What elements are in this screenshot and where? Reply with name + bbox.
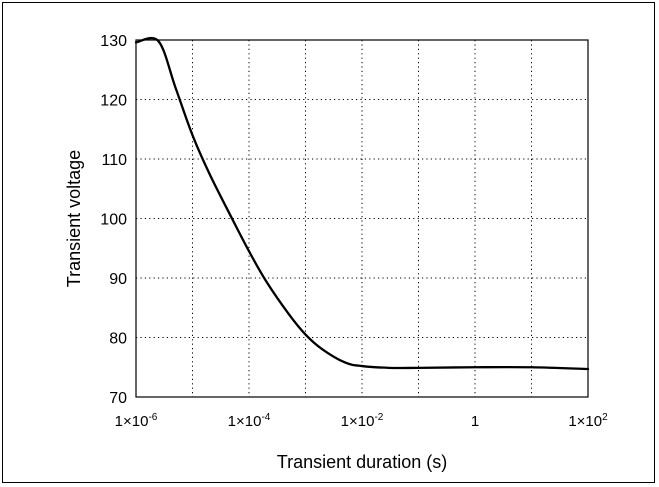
y-tick-labels: 70 80 90 100 110 120 130: [100, 33, 127, 407]
x-tick-label: 1×10-2: [341, 412, 384, 430]
y-tick-label: 80: [109, 331, 127, 348]
series-layer: [134, 37, 590, 371]
y-tick-label: 130: [100, 33, 127, 50]
x-tick-label: 1: [471, 413, 479, 430]
y-tick-label: 110: [101, 152, 127, 169]
y-tick-label: 100: [100, 212, 127, 229]
y-tick-label: 120: [100, 93, 127, 110]
y-axis-label: Transient voltage: [64, 150, 84, 287]
plot-area: [135, 39, 589, 398]
x-axis-label: Transient duration (s): [277, 452, 447, 472]
grid-layer: [136, 40, 588, 397]
x-tick-label: 1×10-4: [228, 412, 271, 430]
y-tick-label: 90: [109, 271, 127, 288]
chart-frame: [2, 2, 655, 483]
series-line: [134, 37, 590, 371]
x-tick-labels: 1×10-6 1×10-4 1×10-2 1 1×102: [115, 412, 608, 430]
x-tick-label: 1×10-6: [115, 412, 158, 430]
y-tick-label: 70: [109, 390, 127, 407]
x-tick-label: 1×102: [568, 412, 608, 430]
